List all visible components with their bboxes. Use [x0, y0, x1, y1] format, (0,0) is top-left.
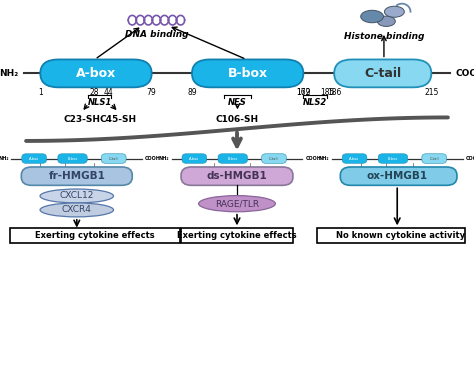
- Text: 28: 28: [89, 88, 99, 97]
- Text: C45-SH: C45-SH: [100, 115, 137, 124]
- Text: 185: 185: [320, 88, 334, 97]
- FancyBboxPatch shape: [317, 228, 465, 243]
- Ellipse shape: [384, 6, 404, 17]
- Text: C-tail: C-tail: [109, 157, 118, 160]
- Text: Histone binding: Histone binding: [344, 32, 424, 41]
- FancyBboxPatch shape: [218, 154, 247, 163]
- Text: ds-HMGB1: ds-HMGB1: [207, 171, 267, 181]
- Text: A-box: A-box: [29, 157, 39, 160]
- Text: 44: 44: [103, 88, 113, 97]
- Text: C-tail: C-tail: [364, 67, 401, 80]
- Text: Exerting cytokine effects: Exerting cytokine effects: [177, 231, 297, 240]
- FancyBboxPatch shape: [182, 154, 207, 163]
- Text: A-box: A-box: [189, 157, 200, 160]
- Ellipse shape: [40, 203, 114, 217]
- Text: B-box: B-box: [67, 157, 78, 160]
- Text: B-box: B-box: [228, 67, 268, 80]
- Text: C23-SH: C23-SH: [63, 115, 100, 124]
- FancyBboxPatch shape: [21, 167, 132, 185]
- Text: NH₂: NH₂: [0, 156, 9, 161]
- Text: SH: SH: [247, 167, 253, 171]
- Text: SO₂H: SO₂H: [408, 167, 419, 171]
- Text: C106-SH: C106-SH: [216, 115, 259, 124]
- FancyBboxPatch shape: [10, 228, 180, 243]
- Text: NLS1: NLS1: [87, 98, 112, 108]
- Text: SH: SH: [63, 167, 68, 171]
- Text: SO₂H: SO₂H: [381, 167, 392, 171]
- FancyBboxPatch shape: [58, 154, 87, 163]
- Text: A-box: A-box: [349, 157, 360, 160]
- FancyBboxPatch shape: [192, 59, 303, 87]
- Text: B-box: B-box: [228, 157, 238, 160]
- Text: A-box: A-box: [76, 67, 116, 80]
- Text: NH₂: NH₂: [0, 69, 18, 78]
- FancyBboxPatch shape: [262, 154, 286, 163]
- FancyBboxPatch shape: [340, 167, 457, 185]
- Text: COOH: COOH: [465, 156, 474, 161]
- Text: 89: 89: [187, 88, 197, 97]
- FancyBboxPatch shape: [342, 154, 367, 163]
- Text: RAGE/TLR: RAGE/TLR: [215, 199, 259, 208]
- Text: NH₂: NH₂: [158, 156, 169, 161]
- Text: CXCR4: CXCR4: [62, 206, 92, 214]
- Text: COOH: COOH: [145, 156, 161, 161]
- FancyBboxPatch shape: [378, 154, 408, 163]
- Text: COOH: COOH: [305, 156, 321, 161]
- Text: Exerting cytokine effects: Exerting cytokine effects: [36, 231, 155, 240]
- Text: SH: SH: [37, 167, 43, 171]
- Text: C-tail: C-tail: [269, 157, 279, 160]
- Text: B-box: B-box: [388, 157, 398, 160]
- Text: No known cytokine activity: No known cytokine activity: [336, 231, 465, 240]
- Text: CXCL12: CXCL12: [60, 192, 94, 200]
- FancyBboxPatch shape: [40, 59, 152, 87]
- Text: NES: NES: [228, 98, 247, 108]
- Ellipse shape: [377, 16, 395, 26]
- Text: 186: 186: [327, 88, 341, 97]
- FancyBboxPatch shape: [101, 154, 126, 163]
- FancyBboxPatch shape: [22, 154, 46, 163]
- Text: DNA binding: DNA binding: [125, 30, 188, 39]
- Text: 79: 79: [147, 88, 156, 97]
- Text: NH₂: NH₂: [319, 156, 329, 161]
- Text: COOH: COOH: [456, 69, 474, 78]
- Text: SO₂H: SO₂H: [356, 167, 366, 171]
- Text: fr-HMGB1: fr-HMGB1: [48, 171, 105, 181]
- Text: 1: 1: [38, 88, 43, 97]
- Text: ox-HMGB1: ox-HMGB1: [367, 171, 428, 181]
- Text: NLS2: NLS2: [303, 98, 328, 108]
- Text: S–S: S–S: [211, 167, 218, 171]
- Text: 162: 162: [296, 88, 310, 97]
- Ellipse shape: [40, 189, 114, 203]
- FancyBboxPatch shape: [181, 167, 293, 185]
- Ellipse shape: [361, 10, 383, 23]
- FancyBboxPatch shape: [422, 154, 447, 163]
- FancyBboxPatch shape: [334, 59, 431, 87]
- FancyBboxPatch shape: [181, 228, 293, 243]
- Text: 179: 179: [296, 88, 310, 97]
- Text: 215: 215: [424, 88, 438, 97]
- Text: SH: SH: [91, 167, 97, 171]
- Ellipse shape: [199, 196, 275, 212]
- Text: C-tail: C-tail: [429, 157, 439, 160]
